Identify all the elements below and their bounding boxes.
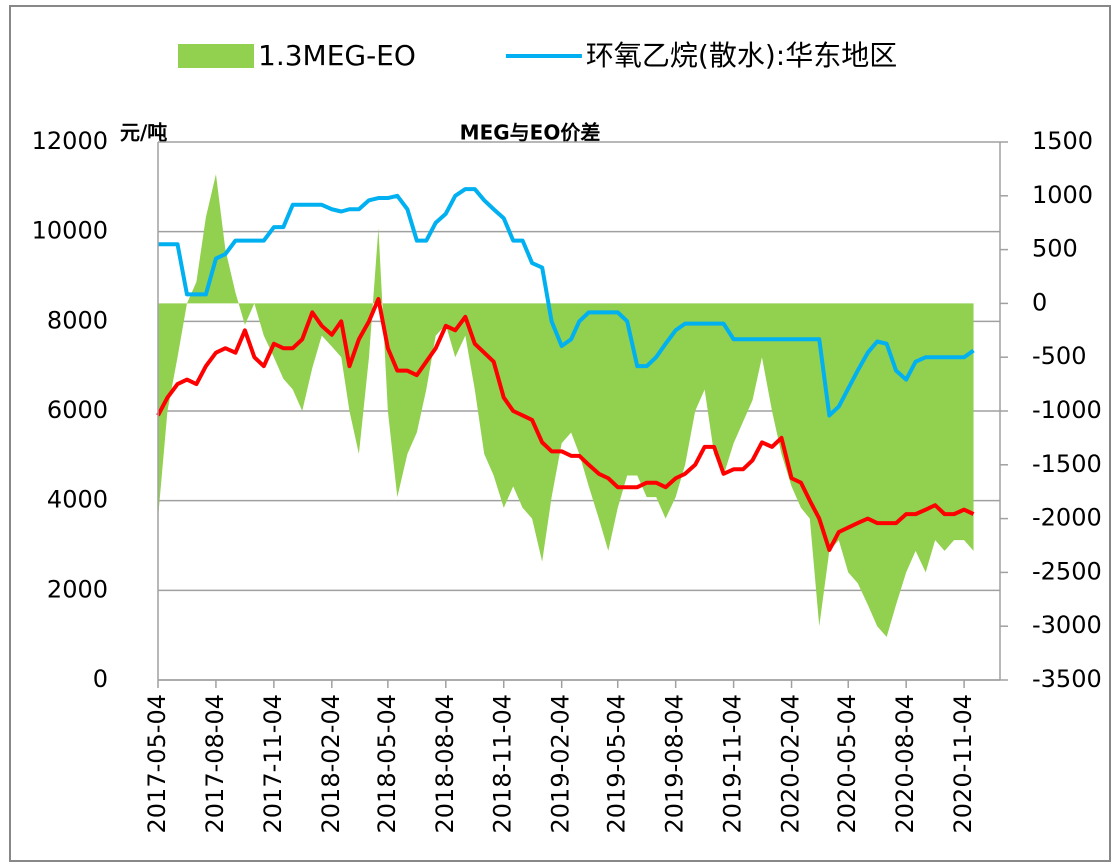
y2-tick-label: -1000 xyxy=(1032,396,1102,424)
y2-tick-label: -500 xyxy=(1032,342,1086,370)
x-tick-label: 2017-08-04 xyxy=(201,694,229,833)
y-tick-label: 8000 xyxy=(47,306,108,334)
x-tick-label: 2020-05-04 xyxy=(833,694,861,833)
y2-tick-label: 1500 xyxy=(1032,127,1093,155)
y-tick-label: 12000 xyxy=(32,127,108,155)
line xyxy=(158,187,975,418)
y2-tick-label: 0 xyxy=(1032,288,1047,316)
x-tick-label: 2019-08-04 xyxy=(661,694,689,833)
x-tick-label: 2018-05-04 xyxy=(373,694,401,833)
x-tick-label: 2020-11-04 xyxy=(949,694,977,833)
y2-tick-label: -3000 xyxy=(1032,611,1102,639)
legend-label: 1.3MEG-EO xyxy=(258,39,416,72)
x-tick-label: 2019-11-04 xyxy=(719,694,747,833)
x-tick-label: 2020-02-04 xyxy=(777,694,805,833)
y-axis-unit: 元/吨 xyxy=(120,121,167,145)
x-tick-label: 2017-11-04 xyxy=(259,694,287,833)
x-tick-label: 2018-08-04 xyxy=(431,694,459,833)
y-tick-label: 10000 xyxy=(32,217,108,245)
x-tick-label: 2017-05-04 xyxy=(143,694,171,833)
y-tick-label: 2000 xyxy=(47,575,108,603)
y2-tick-label: 500 xyxy=(1032,235,1078,263)
legend-label: 环氧乙烷(散水):华东地区 xyxy=(586,39,897,72)
line xyxy=(156,296,975,552)
y2-tick-label: 1000 xyxy=(1032,181,1093,209)
y-tick-label: 0 xyxy=(93,665,108,693)
y-tick-label: 4000 xyxy=(47,486,108,514)
y2-tick-label: -2000 xyxy=(1032,504,1102,532)
x-tick-label: 2018-11-04 xyxy=(489,694,517,833)
y2-tick-label: -3500 xyxy=(1032,665,1102,693)
x-tick-label: 2019-02-04 xyxy=(547,694,575,833)
y2-tick-label: -1500 xyxy=(1032,450,1102,478)
legend-swatch xyxy=(178,44,254,68)
chart-title: MEG与EO价差 xyxy=(460,121,601,145)
x-tick-label: 2019-05-04 xyxy=(603,694,631,833)
x-tick-label: 2018-02-04 xyxy=(317,694,345,833)
x-tick-label: 2020-08-04 xyxy=(891,694,919,833)
y2-tick-label: -2500 xyxy=(1032,557,1102,585)
area xyxy=(158,174,974,637)
y-tick-label: 6000 xyxy=(47,396,108,424)
